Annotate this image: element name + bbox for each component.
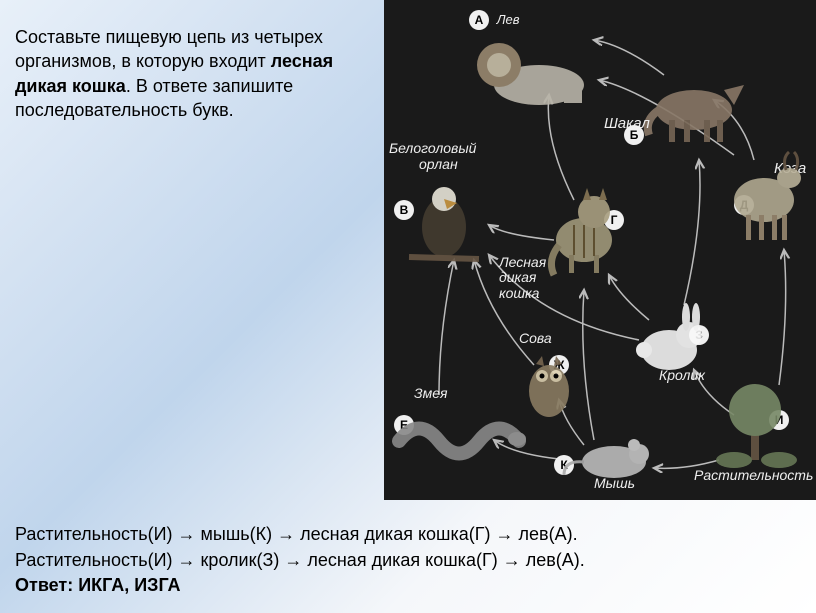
- label-mouse: Мышь: [594, 475, 635, 491]
- label-wildcat-2: дикая: [499, 269, 536, 285]
- question-line2-pre: организмов, в которую входит: [15, 51, 271, 71]
- node-snake: Змея Е: [389, 385, 529, 471]
- node-owl: Сова Ж: [514, 330, 584, 426]
- owl-icon: [514, 346, 584, 426]
- food-web-diagram: А Лев Б Шакал Белоголовый орлан: [384, 0, 816, 500]
- node-rabbit: З Кролик: [624, 295, 719, 380]
- label-jackal: Шакал: [604, 115, 650, 132]
- answer-line1: Растительность(И) → мышь(К) → лесная дик…: [15, 524, 578, 544]
- question-line4: последовательность букв.: [15, 100, 234, 120]
- answer-block: Растительность(И) → мышь(К) → лесная дик…: [15, 522, 801, 598]
- label-eagle-bot: орлан: [419, 156, 458, 172]
- badge-a: А: [469, 10, 489, 30]
- snake-icon: [389, 401, 529, 471]
- answer-line2: Растительность(И) → кролик(З) → лесная д…: [15, 550, 585, 570]
- question-line3-bold: дикая кошка: [15, 76, 126, 96]
- question-line2-bold: лесная: [271, 51, 333, 71]
- goat-icon: [714, 140, 814, 250]
- label-owl: Сова: [519, 330, 584, 346]
- answer-value: ИКГА, ИЗГА: [78, 575, 180, 595]
- node-jackal: Б Шакал: [639, 60, 749, 145]
- node-mouse: К Мышь: [559, 430, 669, 485]
- plant-icon: [709, 375, 809, 475]
- eagle-icon: [389, 177, 489, 277]
- question-line3-post: . В ответе запишите: [126, 76, 293, 96]
- node-lion: А Лев: [469, 10, 589, 110]
- label-wildcat-3: кошка: [499, 285, 539, 301]
- node-goat: Д Коза: [714, 140, 814, 250]
- label-rabbit: Кролик: [659, 367, 705, 383]
- node-wildcat: Г Лесная дикая кошка: [539, 180, 634, 280]
- question-line1: Составьте пищевую цепь из четырех: [15, 27, 323, 47]
- label-snake: Змея: [414, 385, 529, 401]
- question-block: Составьте пищевую цепь из четырех органи…: [15, 25, 375, 122]
- wildcat-icon: [539, 180, 634, 280]
- label-eagle-top: Белоголовый: [389, 140, 476, 156]
- node-plant: И Растительность: [709, 375, 809, 475]
- label-wildcat-1: Лесная: [499, 254, 546, 270]
- node-eagle: Белоголовый орлан В: [389, 140, 489, 277]
- label-plant: Растительность: [694, 467, 813, 483]
- label-lion: Лев: [497, 12, 520, 27]
- lion-icon: [469, 30, 589, 110]
- answer-label: Ответ:: [15, 575, 78, 595]
- jackal-icon: [639, 60, 749, 145]
